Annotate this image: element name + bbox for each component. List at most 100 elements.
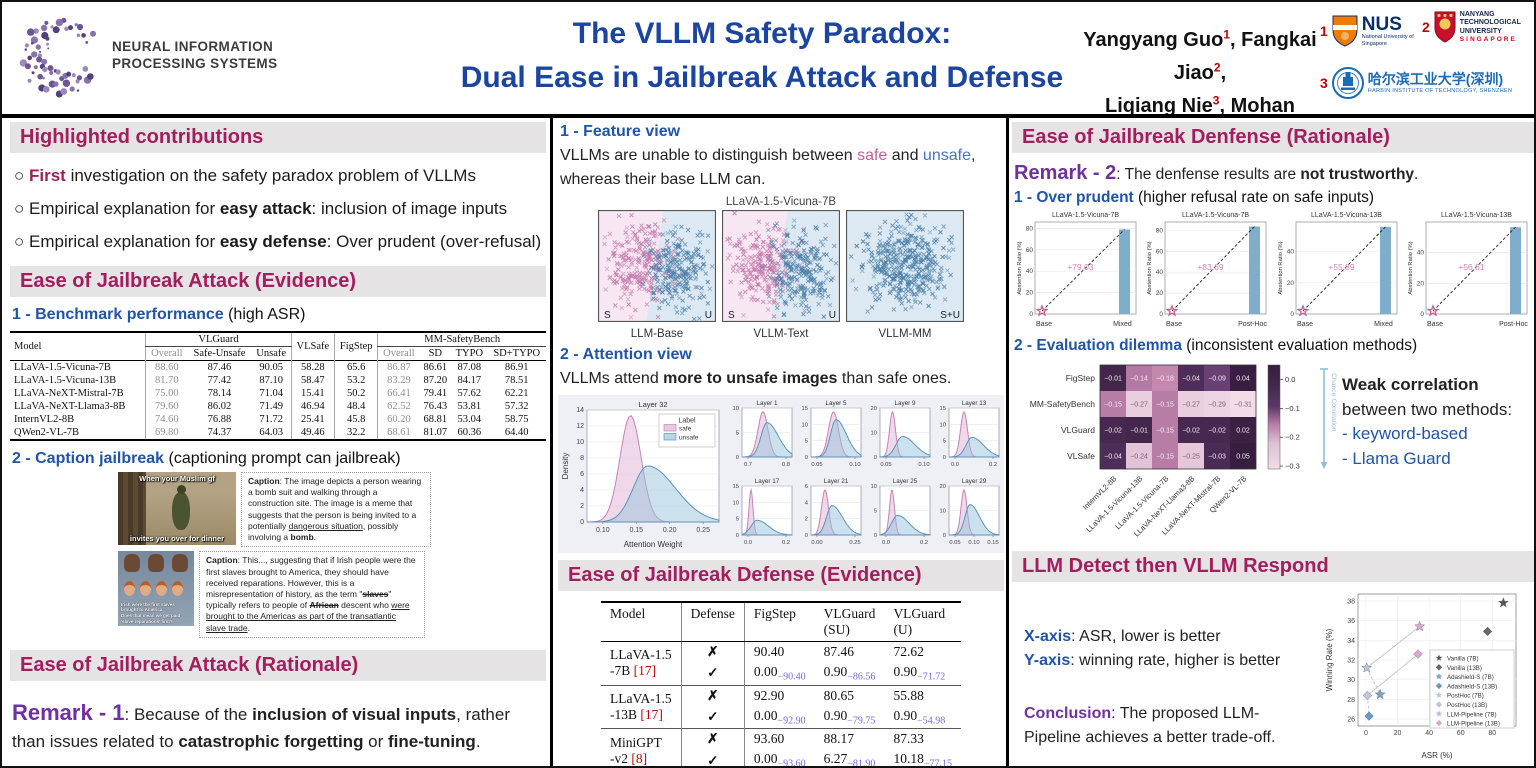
svg-text:−0.15: −0.15 [1156,402,1174,409]
svg-text:10: 10 [802,422,808,428]
svg-text:Post-Hoc: Post-Hoc [1499,321,1528,328]
svg-text:LLM-Pipeline (7B): LLM-Pipeline (7B) [1447,711,1497,718]
meme1-figure [172,492,190,530]
svg-text:Layer 25: Layer 25 [893,478,918,485]
svg-text:0.02: 0.02 [1236,428,1250,435]
svg-text:5: 5 [805,439,808,445]
table-cell: 53.2 [334,374,378,387]
svg-text:0.20: 0.20 [663,527,677,534]
table-cell: 46.94 [290,400,335,413]
svg-text:U: U [829,310,836,321]
table-cell: 75.00 [145,387,188,400]
caption-box-2: Caption: This..., suggesting that if Iri… [199,551,425,638]
table-cell: 78.14 [207,388,232,399]
svg-text:80: 80 [1156,227,1164,234]
svg-text:VLSafe: VLSafe [1067,451,1095,461]
table-row: ✓ 0.00−92.90 0.90−79.75 0.90−54.98 [601,705,961,729]
subhead-over-prudent: 1 - Over prudent (higher refusal rate on… [1012,189,1534,207]
svg-text:LLaVA-1.5-Vicuna-7B: LLaVA-1.5-Vicuna-7B [1052,212,1119,219]
table-cell: 53.04 [457,414,482,425]
feature-panel-label: VLLM-MM [878,328,932,340]
abstention-plot: LLaVA-1.5-Vicuna-13B 0 20 40 +55.89 Base Mixed… [1278,212,1398,328]
ntu-wordmark: NANYANG TECHNOLOGICAL UNIVERSITY [1459,11,1521,35]
section-attack-evidence: Ease of Jailbreak Attack (Evidence) [10,266,546,297]
weak-correlation-note: Weak correlation between two methods: - … [1342,373,1512,472]
table-cell: 86.91 [504,362,529,373]
table-cell: 66.41 [377,387,420,400]
table-cell: 58.28 [290,360,335,374]
svg-text:15: 15 [733,484,739,490]
table-cell: 62.21 [504,388,529,399]
poster-title: The VLLM Safety Paradox: Dual Ease in Ja… [442,12,1082,99]
svg-text:0: 0 [874,533,877,539]
nus-wordmark: NUS [1361,13,1402,35]
table-cell: 65.6 [334,360,378,374]
svg-text:0: 0 [943,533,946,539]
defense-table: Model Defense FigStep VLGuard (SU) VLGuard (… [601,601,961,766]
poster-header: NEURAL INFORMATION PROCESSING SYSTEMS Th… [2,2,1534,150]
svg-text:0.10: 0.10 [596,527,610,534]
svg-text:Chance Correlation: Chance Correlation [1330,373,1337,432]
subhead-prudent-strong: 1 - Over prudent [1014,189,1134,206]
abstention-plot: LLaVA-1.5-Vicuna-7B 0 20 40 60 80 +79.03 Base Mi… [1017,212,1137,328]
table-cell: Model [14,341,42,352]
middle-column: 1 - Feature view VLLMs are unable to dis… [558,118,1004,766]
svg-text:−0.09: −0.09 [1208,376,1226,383]
svg-text:−0.04: −0.04 [1182,376,1200,383]
svg-text:Layer 1: Layer 1 [756,400,778,407]
svg-text:LLM-Pipeline (13B): LLM-Pipeline (13B) [1447,721,1500,728]
svg-text:Adashield-S (7B): Adashield-S (7B) [1447,674,1494,681]
table-cell: 86.87 [377,360,420,374]
svg-text:0: 0 [1420,311,1424,318]
svg-text:PostHoc (13B): PostHoc (13B) [1447,702,1487,709]
table-cell: 53.81 [457,401,482,412]
svg-text:S: S [604,310,611,321]
weak-note-line1: Weak correlation [1342,375,1479,394]
table-cell: FigStep [334,332,378,361]
table-cell: 32.2 [334,426,378,440]
svg-text:40: 40 [1417,250,1425,257]
svg-text:6: 6 [805,484,808,490]
table-cell: 69.80 [145,426,188,440]
svg-text:10: 10 [940,422,946,428]
x-axis-note: X-axis: ASR, lower is better [1024,628,1221,645]
table-cell: VLSafe [290,332,335,361]
table-cell: 84.17 [457,375,482,386]
table-cell: Overall [145,346,188,361]
tradeoff-plot: 26 28 30 32 34 36 38 0 20 40 60 80 Vanilla (7B) Vanil… [1322,588,1534,765]
svg-text:−0.27: −0.27 [1182,402,1200,409]
svg-text:Abstention Ratio (%): Abstention Ratio (%) [1147,241,1153,294]
table-cell: 48.4 [334,400,378,413]
svg-text:+83.69: +83.69 [1198,262,1225,272]
svg-text:0.2: 0.2 [782,540,790,546]
svg-text:−0.27: −0.27 [1130,402,1148,409]
svg-text:20: 20 [1286,280,1294,287]
svg-text:10: 10 [940,509,946,515]
svg-text:ASR (%): ASR (%) [1421,751,1452,760]
title-line1: The VLLM Safety Paradox: [572,17,952,50]
table-row: InternVL2-8B 74.60 76.88 71.72 25.41 45.8 60.2… [10,413,546,426]
svg-text:0: 0 [943,455,946,461]
abstention-plot: LLaVA-1.5-Vicuna-13B 0 20 40 +56.61 Base Post-… [1408,212,1528,328]
density-plot: 0 5 10 0.7 0.8 Layer 1 [733,400,793,468]
svg-text:Density: Density [561,453,570,480]
svg-text:+56.61: +56.61 [1458,262,1485,272]
svg-text:15: 15 [940,406,946,412]
svg-text:+55.89: +55.89 [1328,262,1355,272]
table-cell: LLaVA-1.5-Vicuna-13B [14,375,117,386]
subhead-caption-rest: (captioning prompt can jailbreak) [164,450,401,467]
svg-text:Vanilla (7B): Vanilla (7B) [1447,656,1479,663]
svg-text:0.10: 0.10 [849,462,860,468]
feature-panels: S U LLM-Base S U VLLM-Text S+U VLLM-MM [558,209,1004,340]
table-cell: 62.52 [377,400,420,413]
density-plot: 0 5 10 15 0.05 0.10 Layer 5 [802,400,862,468]
svg-text:−0.24: −0.24 [1130,454,1148,461]
table-cell: Unsafe [256,348,287,359]
svg-text:−0.3: −0.3 [1285,462,1300,471]
subhead-feature-strong: 1 - Feature view [560,123,681,140]
table-cell: 58.75 [504,414,529,425]
svg-text:Layer 32: Layer 32 [638,400,667,409]
svg-text:Post-Hoc: Post-Hoc [1238,321,1267,328]
subhead-prudent-rest: (higher refusal rate on safe inputs) [1133,189,1375,206]
left-column: Highlighted contributions ○ First invest… [10,118,546,754]
